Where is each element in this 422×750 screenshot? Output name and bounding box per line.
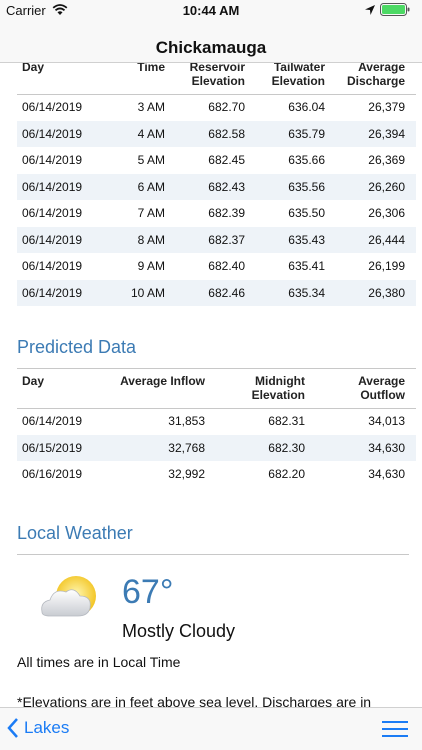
table-cell: 6 AM [137,179,165,194]
toolbar: Lakes [0,707,422,750]
row-stripe [17,226,416,253]
table-cell: 636.04 [288,100,325,114]
table-cell: 9 AM [137,259,165,273]
column-header: Average Inflow [120,374,205,388]
column-header: Average Outflow [358,374,405,402]
table-cell: 7 AM [137,206,165,220]
column-header: Reservoir Elevation [189,60,245,88]
table-cell: 34,630 [368,440,405,455]
divider [17,368,416,369]
clock: 10:44 AM [182,3,240,18]
table-cell: 26,394 [368,126,405,141]
battery-icon [380,3,410,16]
table-cell: 5 AM [137,153,165,167]
table-cell: 682.45 [208,153,245,167]
table-cell: 4 AM [137,126,165,141]
divider [17,408,416,409]
row-stripe [17,120,416,147]
column-header: Time [137,60,165,74]
predicted-table: Day Average Inflow Midnight Elevation Avera… [17,368,416,481]
row-stripe [17,434,416,461]
divider [17,554,409,555]
menu-button[interactable] [382,719,408,739]
table-cell: 06/16/2019 [22,467,83,481]
table-cell: 682.46 [208,285,245,300]
table-cell: 26,444 [368,232,405,247]
table-cell: 682.40 [208,259,245,273]
table-cell: 635.41 [288,259,325,273]
note: All times are in Local Time [17,654,181,670]
table-cell: 06/14/2019 [22,126,83,141]
nav-bar: Carrier 10:44 AM Chickamauga [0,0,422,63]
column-header: Day [22,374,45,388]
table-cell: 32,768 [168,440,205,455]
table-cell: 34,630 [368,467,405,481]
table-cell: 06/15/2019 [22,440,83,455]
table-cell: 06/14/2019 [22,259,83,273]
table-cell: 682.20 [268,467,305,481]
column-header: Average Discharge [346,60,405,88]
table-cell: 682.31 [268,414,305,428]
table-cell: 635.50 [288,206,325,220]
table-cell: 34,013 [368,414,405,428]
table-cell: 06/14/2019 [22,206,83,220]
column-header: Midnight Elevation [251,374,305,402]
table-cell: 635.66 [288,153,325,167]
table-cell: 635.34 [288,285,325,300]
table-cell: 26,306 [368,206,405,220]
back-button[interactable]: Lakes [6,716,69,740]
table-cell: 635.79 [288,126,325,141]
temperature: 67° [122,573,174,611]
table-cell: 10 AM [130,285,165,300]
table-cell: 06/14/2019 [22,285,83,300]
table-cell: 32,992 [168,467,205,481]
table-cell: 682.37 [208,232,245,247]
location-icon [365,5,375,15]
table-cell: 635.56 [288,179,325,194]
table-cell: 3 AM [137,100,165,114]
table-cell: 635.43 [288,232,325,247]
note: *Elevations are in feet above sea level.… [17,694,372,710]
back-label: Lakes [24,718,70,737]
table-cell: 06/14/2019 [22,153,83,167]
row-stripe [17,173,416,200]
column-header: Tailwater Elevation [271,60,325,88]
table-cell: 06/14/2019 [22,232,83,247]
table-cell: 06/14/2019 [22,414,83,428]
row-stripe [17,279,416,306]
weather-condition: Mostly Cloudy [122,621,236,641]
weather-icon [41,576,96,617]
table-cell: 26,380 [368,285,405,300]
back-chevron [7,718,18,738]
table-cell: 682.43 [208,179,245,194]
table-cell: 26,369 [368,153,405,167]
table-cell: 8 AM [137,232,165,247]
section-heading: Predicted Data [17,337,137,357]
table-cell: 06/14/2019 [22,100,83,114]
table-cell: 26,379 [368,100,405,114]
table-cell: 682.30 [268,440,305,455]
table-cell: 26,260 [368,179,405,194]
screen-title: Chickamauga [155,38,267,57]
wifi-icon [52,4,68,15]
table-cell: 31,853 [168,414,205,428]
table-cell: 682.39 [208,206,245,220]
divider [17,94,416,95]
section-heading: Local Weather [17,523,133,543]
table-cell: 06/14/2019 [22,179,83,194]
observed-table: Day Time Reservoir Elevation Tailwater Elev… [0,0,422,320]
table-cell: 682.70 [208,100,245,114]
table-cell: 682.58 [208,126,245,141]
column-header: Day [22,60,45,74]
table-cell: 26,199 [368,259,405,273]
carrier: Carrier [6,3,46,18]
